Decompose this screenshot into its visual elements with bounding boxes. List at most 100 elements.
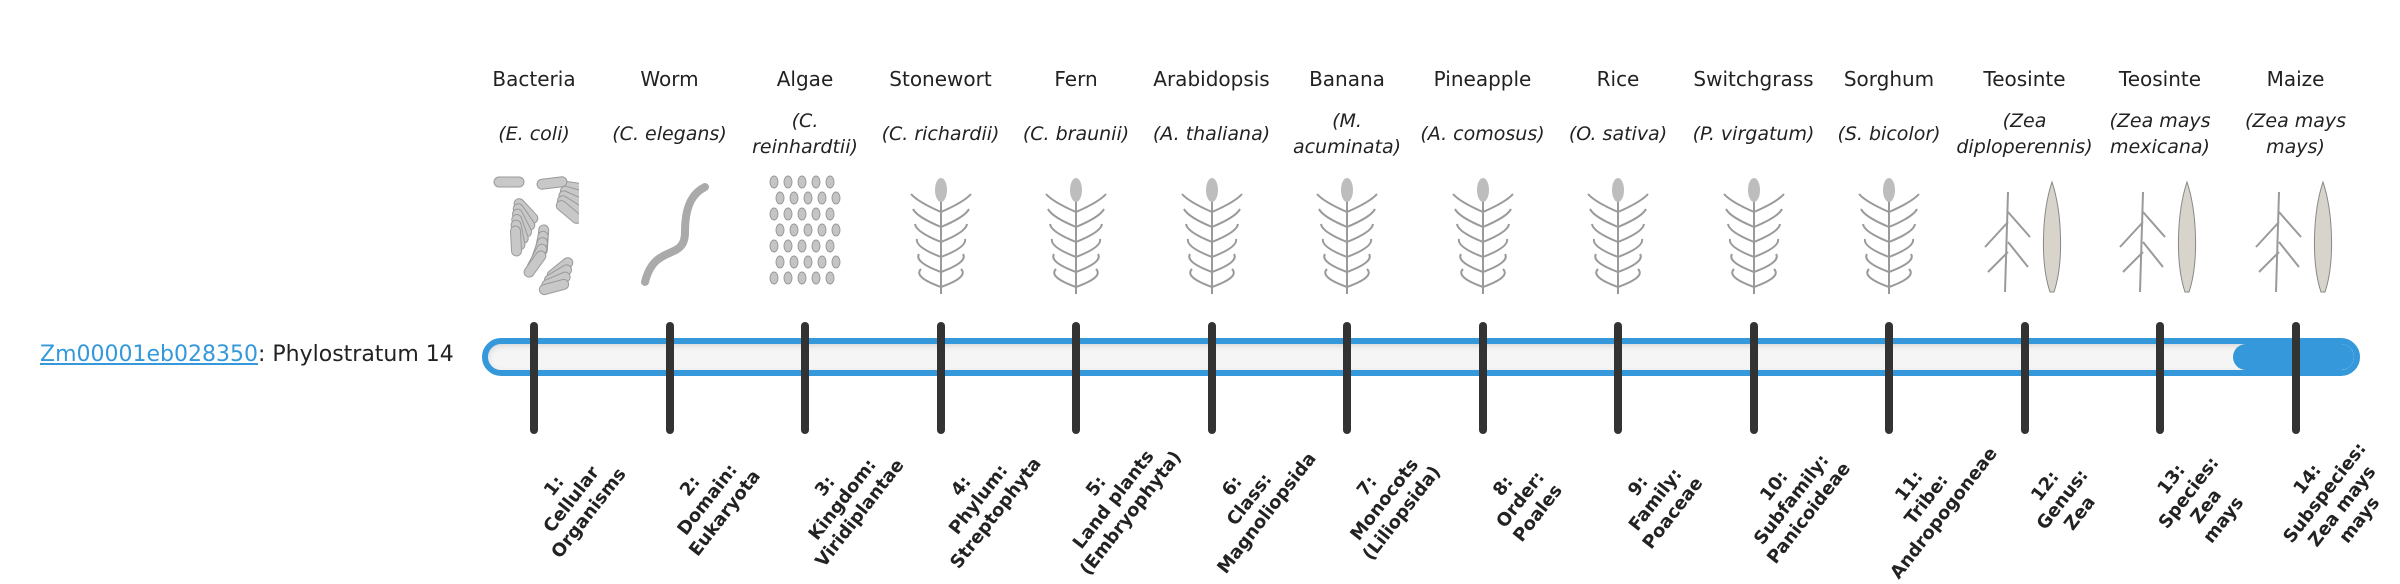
stratum-tick — [801, 322, 809, 434]
stratum-tick — [1885, 322, 1893, 434]
organism-column: Teosinte (Zea mays mexicana) — [2093, 62, 2227, 296]
organism-scientific-name: (E. coli) — [498, 123, 570, 145]
organism-scientific-name: (A. comosus) — [1420, 123, 1545, 145]
organism-column: Worm (C. elegans) — [603, 62, 737, 296]
rice-illustration — [1551, 172, 1685, 296]
organism-scientific-name: (C. richardii) — [881, 123, 1000, 145]
organism-column: Rice (O. sativa) — [1551, 62, 1685, 296]
scientific-name-text: O. sativa — [1576, 123, 1660, 145]
sorghum-illustration — [1822, 172, 1956, 296]
organism-common-name: Worm — [640, 67, 699, 91]
scientific-name-text: Zea diploperennis — [1956, 110, 2086, 158]
organism-column: Stonewort (C. richardii) — [874, 62, 1008, 296]
stratum-tick — [1207, 322, 1216, 434]
organism-column: Bacteria (E. coli) — [467, 62, 601, 296]
organism-column: Pineapple (A. comosus) — [1416, 62, 1550, 296]
gene-id-link[interactable]: Zm00001eb028350 — [40, 342, 258, 367]
scientific-name-text: S. bicolor — [1844, 123, 1934, 145]
organism-scientific-name: (C. braunii) — [1022, 123, 1130, 145]
maize-illustration — [2229, 172, 2363, 296]
organism-column: Algae (C. reinhardtii) — [738, 62, 872, 296]
stratum-label: 5: Land plants (Embryophyta) — [1041, 420, 1186, 580]
organism-common-name: Sorghum — [1843, 67, 1935, 91]
pineapple-illustration — [1416, 172, 1550, 296]
organism-scientific-name: (S. bicolor) — [1837, 123, 1941, 145]
scientific-name-text: E. coli — [505, 123, 563, 145]
organism-common-name: Pineapple — [1433, 67, 1532, 91]
organism-common-name: Maize — [2266, 67, 2325, 91]
bacteria-illustration — [467, 172, 601, 296]
stratum-label: 11: Tribe: Andropogoneae — [1852, 416, 2003, 583]
stonewort-illustration — [874, 172, 1008, 296]
stratum-tick — [2291, 322, 2300, 434]
organism-scientific-name: (A. thaliana) — [1152, 123, 1271, 145]
organism-common-name: Banana — [1309, 67, 1385, 91]
scientific-name-text: C. richardii — [889, 123, 992, 145]
organism-common-name: Stonewort — [889, 67, 992, 91]
fern-illustration — [1009, 172, 1143, 296]
organism-common-name: Fern — [1054, 67, 1098, 91]
scientific-name-text: P. virgatum — [1700, 123, 1807, 145]
organism-column: Teosinte (Zea diploperennis) — [1956, 62, 2093, 296]
organism-common-name: Arabidopsis — [1153, 67, 1270, 91]
stratum-label: 10: Subfamily: Panicoideae — [1728, 431, 1855, 568]
stratum-label: 1: Cellular Organisms — [513, 437, 632, 563]
organism-column: Fern (C. braunii) — [1009, 62, 1143, 296]
organism-column: Maize (Zea mays mays) — [2229, 62, 2363, 296]
organism-column: Arabidopsis (A. thaliana) — [1145, 62, 1279, 296]
organism-common-name: Switchgrass — [1693, 67, 1814, 91]
organism-scientific-name: (C. reinhardtii) — [752, 110, 858, 158]
organism-column: Switchgrass (P. virgatum) — [1687, 62, 1821, 296]
organism-scientific-name: (Zea mays mexicana) — [2109, 110, 2211, 158]
stratum-tick — [1614, 322, 1622, 434]
organism-scientific-name: (Zea diploperennis) — [1956, 110, 2093, 158]
worm-illustration — [603, 172, 737, 296]
organism-common-name: Teosinte — [2118, 67, 2202, 91]
gene-label: Zm00001eb028350: Phylostratum 14 — [40, 342, 454, 367]
stratum-tick — [530, 322, 538, 434]
stratum-label: 12: Genus: Zea — [2015, 452, 2110, 548]
organism-scientific-name: (Zea mays mays) — [2244, 110, 2347, 158]
scientific-name-text: A. thaliana — [1160, 123, 1263, 145]
organism-scientific-name: (M. acuminata) — [1292, 110, 1402, 158]
stratum-tick — [1749, 322, 1758, 434]
stratum-tick — [1478, 322, 1487, 434]
organism-common-name: Rice — [1596, 67, 1640, 91]
stratum-label: 2: Domain: Eukaryota — [650, 439, 765, 561]
stratum-label: 9: Family: Poaceae — [1604, 446, 1708, 554]
stratum-label: 8: Order: Poales — [1474, 453, 1567, 546]
stratum-tick — [2020, 322, 2029, 434]
organism-column: Banana (M. acuminata) — [1280, 62, 1414, 296]
stratum-label: 13: Species: Zea mays — [2137, 439, 2259, 560]
teosinte-illustration — [2093, 172, 2227, 296]
organism-common-name: Teosinte — [1983, 67, 2066, 91]
scientific-name-text: A. comosus — [1427, 123, 1538, 145]
teosinte-illustration — [1958, 172, 2092, 296]
organism-common-name: Bacteria — [492, 67, 576, 91]
organism-scientific-name: (C. elegans) — [612, 123, 727, 145]
stratum-tick — [2156, 322, 2164, 434]
banana-illustration — [1280, 172, 1414, 296]
phylostratum-track — [482, 338, 2360, 376]
stratum-tick — [936, 322, 945, 434]
stratum-tick — [665, 322, 674, 434]
stratum-label: 6: Class: Magnoliopsida — [1178, 422, 1321, 579]
arabidopsis-illustration — [1145, 172, 1279, 296]
stratum-label: 4: Phylum: Streptophyta — [911, 427, 1046, 574]
scientific-name-text: Zea mays mays — [2252, 110, 2347, 158]
organism-scientific-name: (O. sativa) — [1568, 123, 1668, 145]
phylostratum-text: : Phylostratum 14 — [257, 342, 454, 367]
stratum-label: 7: Monocots (Liliopsida) — [1324, 435, 1446, 565]
scientific-name-text: C. reinhardtii — [752, 110, 851, 158]
organism-scientific-name: (P. virgatum) — [1692, 123, 1815, 145]
scientific-name-text: C. elegans — [619, 123, 720, 145]
organism-common-name: Algae — [776, 67, 834, 91]
organism-column: Sorghum (S. bicolor) — [1822, 62, 1956, 296]
stratum-label: 3: Kingdom: Viridiplantae — [777, 428, 910, 572]
switchgrass-illustration — [1687, 172, 1821, 296]
stratum-tick — [1072, 322, 1080, 434]
scientific-name-text: C. braunii — [1030, 123, 1122, 145]
stratum-tick — [1343, 322, 1351, 434]
scientific-name-text: Zea mays mexicana — [2110, 110, 2211, 158]
algae-illustration — [738, 172, 872, 296]
